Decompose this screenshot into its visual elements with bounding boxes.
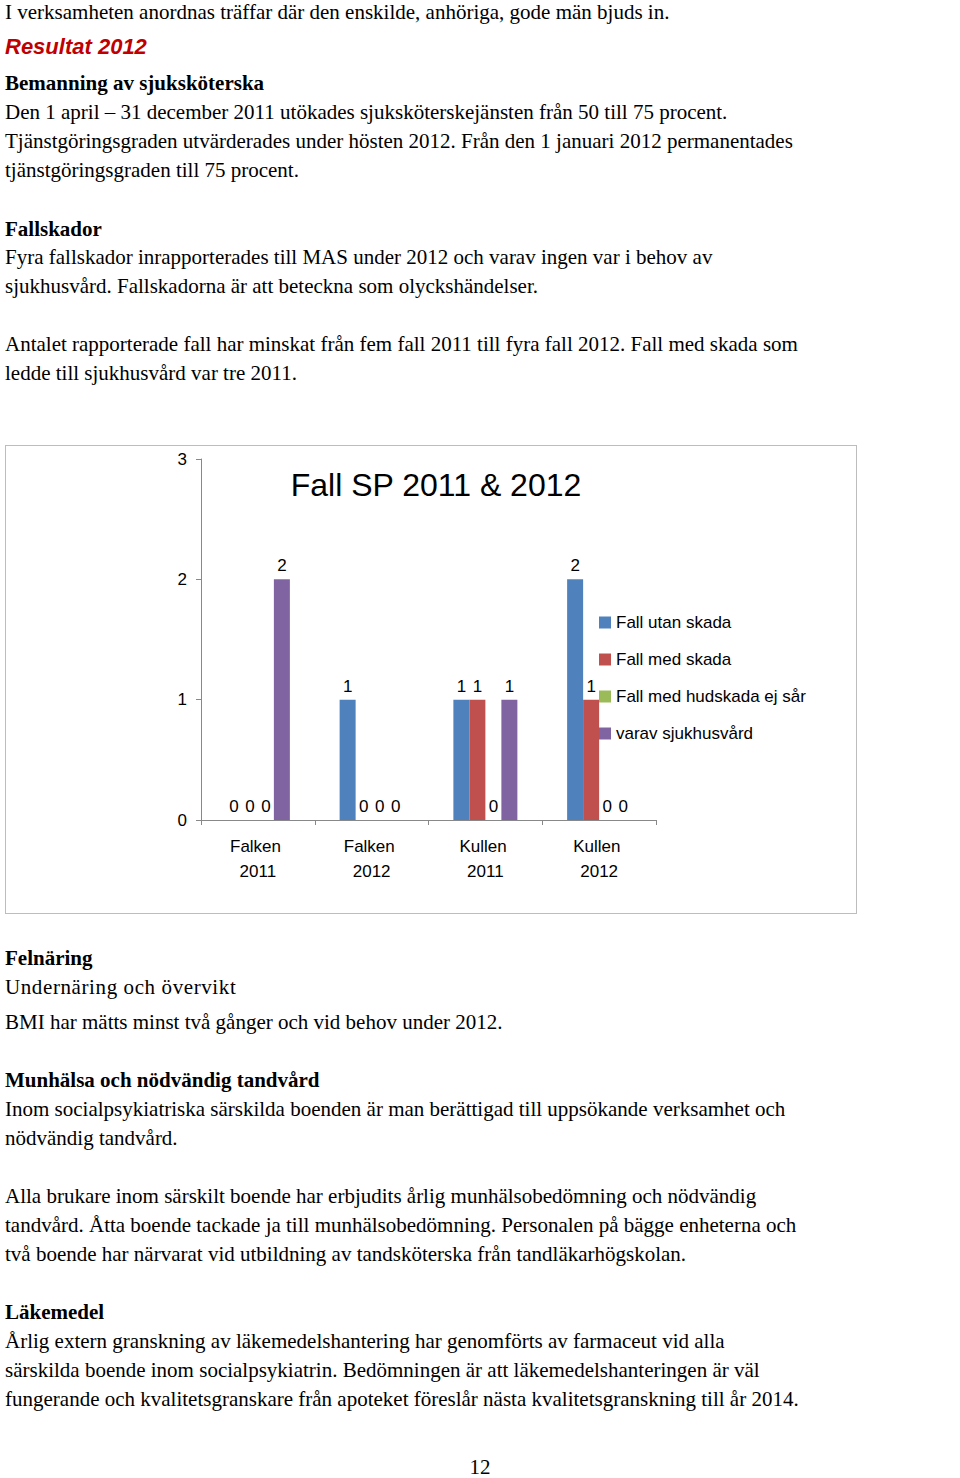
svg-text:0: 0: [489, 797, 498, 816]
html-text:två boende har närvarat vid ut: två boende har närvarat vid utbildning a…: [5, 1242, 687, 1266]
html-text:BMI har mätts minst två gånger: BMI har mätts minst två gånger och vid b…: [5, 1010, 503, 1034]
html-text:Fallskador: Fallskador: [5, 217, 102, 241]
svg-text:1: 1: [457, 677, 466, 696]
svg-text:varav sjukhusvård: varav sjukhusvård: [616, 724, 753, 743]
svg-text:1: 1: [586, 677, 595, 696]
html-text:Årlig extern granskning av läk: Årlig extern granskning av läkemedelshan…: [5, 1329, 725, 1353]
svg-text:Fall med hudskada ej sår: Fall med hudskada ej sår: [616, 687, 806, 706]
svg-text:1: 1: [343, 677, 352, 696]
html-text:Felnäring: Felnäring: [5, 946, 93, 970]
svg-text:0: 0: [245, 797, 254, 816]
svg-text:Fall SP 2011 & 2012: Fall SP 2011 & 2012: [291, 467, 582, 503]
svg-text:0: 0: [178, 811, 187, 830]
html-text:Den 1 april – 31 december 2011: Den 1 april – 31 december 2011 utökades …: [5, 100, 728, 124]
html-text:Antalet rapporterade fall har: Antalet rapporterade fall har minskat fr…: [5, 332, 798, 356]
html-text:ledde till sjukhusvård var tre: ledde till sjukhusvård var tre 2011.: [5, 361, 297, 385]
svg-text:1: 1: [505, 677, 514, 696]
svg-text:2012: 2012: [580, 862, 618, 881]
html-text:sjukhusvård. Fallskadorna är a: sjukhusvård. Fallskadorna är att beteckn…: [5, 274, 538, 298]
svg-text:0: 0: [391, 797, 400, 816]
svg-text:2012: 2012: [353, 862, 391, 881]
svg-text:1: 1: [178, 690, 187, 709]
svg-text:Fall utan skada: Fall utan skada: [616, 613, 732, 632]
svg-text:2: 2: [178, 570, 187, 589]
html-text:Fyra fallskador inrapporterade: Fyra fallskador inrapporterades till MAS…: [5, 245, 713, 269]
html-text:I verksamheten anordnas träffa: I verksamheten anordnas träffar där den …: [5, 0, 670, 24]
html-text:tandvård. Åtta boende tackade: tandvård. Åtta boende tackade ja till mu…: [5, 1213, 797, 1237]
svg-text:0: 0: [229, 797, 238, 816]
html-text:Undernäring och övervikt: Undernäring och övervikt: [5, 975, 237, 999]
svg-text:Kullen: Kullen: [459, 837, 511, 856]
svg-text:Fall med skada: Fall med skada: [616, 650, 732, 669]
html-text:tjänstgöringsgraden till 75 pr: tjänstgöringsgraden till 75 procent.: [5, 158, 299, 182]
html-text:Inom socialpsykiatriska särski: Inom socialpsykiatriska särskilda boende…: [5, 1097, 786, 1121]
html-text:Munhälsa och nödvändig tandvår: Munhälsa och nödvändig tandvård: [5, 1068, 320, 1092]
svg-text:0: 0: [602, 797, 611, 816]
svg-text:1: 1: [473, 677, 482, 696]
svg-text:Falken: Falken: [344, 837, 400, 856]
svg-text:2: 2: [570, 556, 579, 575]
html-text:Resultat 2012: Resultat 2012: [5, 34, 147, 59]
svg-text:2011: 2011: [240, 862, 277, 881]
svg-text:0: 0: [359, 797, 368, 816]
svg-text:0: 0: [618, 797, 627, 816]
html-text:12: 12: [469, 1455, 491, 1478]
svg-text:0: 0: [375, 797, 384, 816]
html-text:särskilda boende inom socialps: särskilda boende inom socialpsykiatrin. …: [5, 1358, 760, 1382]
html-text:Alla brukare inom särskilt boe: Alla brukare inom särskilt boende har er…: [5, 1184, 757, 1208]
html-text:Läkemedel: Läkemedel: [5, 1300, 105, 1324]
html-text:nödvändig tandvård.: nödvändig tandvård.: [5, 1126, 178, 1150]
svg-text:2011: 2011: [467, 862, 504, 881]
svg-text:Kullen: Kullen: [573, 837, 625, 856]
svg-text:3: 3: [178, 450, 187, 469]
html-text:fungerande och kvalitetsgransk: fungerande och kvalitetsgranskare från a…: [5, 1387, 799, 1411]
svg-text:0: 0: [261, 797, 270, 816]
html-text:Bemanning av sjuksköterska: Bemanning av sjuksköterska: [5, 71, 265, 95]
html-text:Tjänstgöringsgraden utvärderad: Tjänstgöringsgraden utvärderades under h…: [5, 129, 793, 153]
svg-text:2: 2: [277, 556, 286, 575]
svg-text:Falken: Falken: [230, 837, 286, 856]
